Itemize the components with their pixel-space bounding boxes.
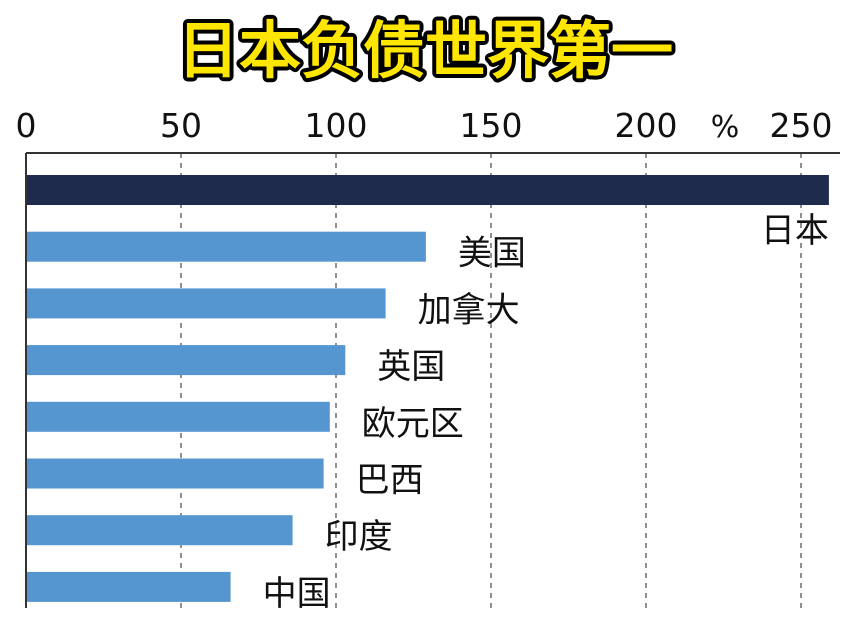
bar-7: [27, 571, 231, 602]
category-label-6: 印度: [325, 517, 393, 557]
x-tick-label-100: 100: [305, 106, 368, 145]
category-label-2: 加拿大: [418, 290, 520, 330]
bar-layer: [27, 175, 829, 602]
category-label-0: 日本: [761, 211, 829, 251]
bar-6: [27, 515, 293, 546]
category-label-4: 欧元区: [362, 404, 464, 444]
x-tick-label-250: 250: [770, 106, 833, 145]
category-label-7: 中国: [263, 574, 331, 614]
bar-1: [27, 231, 426, 262]
x-tick-label-50: 50: [160, 106, 202, 145]
x-axis-unit: %: [711, 110, 740, 145]
tick-layer: 0 50 100 150 200 250: [16, 106, 833, 145]
x-tick-label-150: 150: [460, 106, 523, 145]
x-tick-label-0: 0: [16, 106, 37, 145]
bar-5: [27, 458, 324, 489]
x-tick-label-200: 200: [615, 106, 678, 145]
category-label-5: 巴西: [356, 461, 424, 501]
bar-4: [27, 401, 330, 432]
bar-0: [27, 175, 829, 205]
category-label-1: 美国: [458, 234, 526, 274]
category-label-3: 英国: [377, 347, 445, 387]
bar-3: [27, 345, 346, 376]
chart-title: 日本负债世界第一: [177, 14, 673, 87]
bar-2: [27, 288, 386, 319]
